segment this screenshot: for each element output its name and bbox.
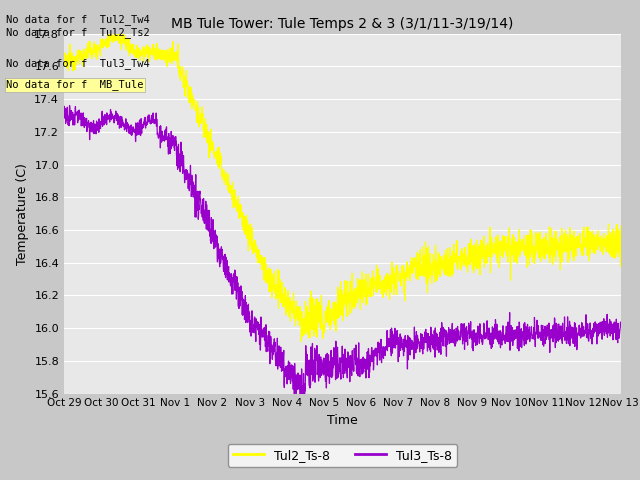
Legend: Tul2_Ts-8, Tul3_Ts-8: Tul2_Ts-8, Tul3_Ts-8 [228, 444, 457, 467]
Text: No data for f  Tul3_Tw4: No data for f Tul3_Tw4 [6, 58, 150, 69]
Y-axis label: Temperature (C): Temperature (C) [16, 163, 29, 264]
Title: MB Tule Tower: Tule Temps 2 & 3 (3/1/11-3/19/14): MB Tule Tower: Tule Temps 2 & 3 (3/1/11-… [172, 17, 513, 31]
Text: No data for f  Tul2_Tw4
No data for f  Tul2_Ts2: No data for f Tul2_Tw4 No data for f Tul… [6, 14, 150, 38]
X-axis label: Time: Time [327, 414, 358, 427]
Text: No data for f  MB_Tule: No data for f MB_Tule [6, 79, 144, 90]
